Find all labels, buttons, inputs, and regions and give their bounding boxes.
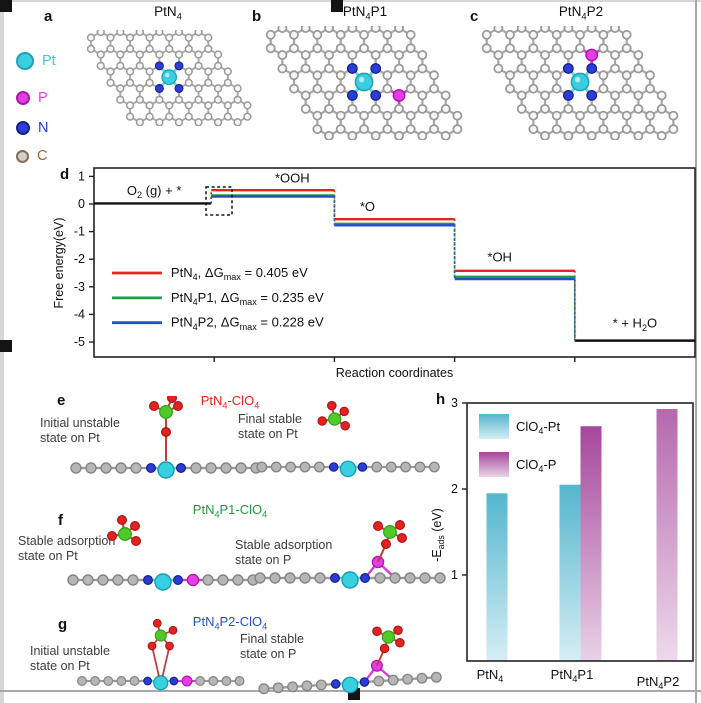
structure-ptn4p2-lattice [481, 26, 679, 140]
panel-f-right-caption: Stable adsorption state on P [235, 538, 333, 568]
legend-label-n: N [38, 120, 49, 136]
p-atom-icon [16, 91, 30, 105]
svg-text:2: 2 [451, 482, 458, 496]
svg-text:*O: *O [360, 199, 375, 214]
svg-text:-3: -3 [74, 280, 85, 294]
svg-text:Reaction coordinates: Reaction coordinates [336, 366, 453, 380]
adsorption-energy-bar-chart: 1 2 3 -Eads (eV) ClO4-Pt ClO4-P PtN4 PtN4P1 PtN4… [430, 396, 694, 691]
panel-f-left-caption: Stable adsorption state on Pt [18, 534, 116, 564]
panel-e-left-caption: Initial unstable state on Pt [40, 416, 120, 446]
panel-c-title: PtN4P2 [558, 4, 604, 23]
n-atom-icon [16, 121, 30, 135]
svg-text:-4: -4 [74, 307, 85, 321]
svg-text:1: 1 [78, 169, 85, 183]
legend-item-n: N [16, 120, 48, 136]
legend-item-p: P [16, 90, 48, 106]
svg-text:3: 3 [451, 396, 458, 410]
molecule-ptn4-clo4-final [256, 400, 440, 478]
panel-g-right-caption: Final stable state on P [240, 632, 304, 662]
panel-g-letter: g [58, 616, 68, 633]
pt-atom-icon [16, 52, 34, 70]
svg-text:*OH: *OH [487, 249, 512, 264]
molecule-ptn4p2-clo4-final [258, 625, 442, 695]
svg-text:PtN4P2: PtN4P2 [637, 674, 680, 691]
panel-g: g PtN4P2-ClO4 Initial unstable state on … [10, 604, 450, 703]
molecule-ptn4-clo4-initial [70, 396, 262, 479]
selection-handle-left-middle[interactable] [0, 340, 12, 352]
svg-text:1: 1 [451, 568, 458, 582]
svg-text:-2: -2 [74, 252, 85, 266]
panel-a-title: PtN4 [154, 4, 182, 23]
panel-f-title: PtN4P1-ClO4 [192, 502, 268, 520]
free-energy-diagram: 1 0 -1 -2 -3 -4 -5 Free energy(eV) Reaction coor… [52, 167, 696, 380]
svg-text:Free energy(eV): Free energy(eV) [52, 217, 66, 308]
legend-item-c: C [16, 148, 47, 164]
legend-label-c: C [37, 148, 48, 164]
svg-text:ClO4-P: ClO4-P [516, 457, 556, 474]
panel-b-letter: b [252, 8, 262, 25]
selection-border-right [695, 0, 697, 703]
panel-f-letter: f [58, 512, 63, 529]
svg-text:PtN4: PtN4 [477, 667, 504, 684]
c-atom-icon [16, 149, 29, 163]
panel-a-letter: a [44, 8, 53, 25]
molecule-ptn4p2-clo4-initial [77, 618, 245, 691]
panel-h-letter: h [436, 391, 446, 408]
svg-text:*OOH: *OOH [275, 170, 310, 185]
svg-text:PtN4P1: PtN4P1 [551, 667, 594, 684]
selection-handle-top-center[interactable] [331, 0, 343, 12]
panel-b-title: PtN4P1 [342, 4, 388, 23]
svg-text:PtN4P1, ΔGmax = 0.235 eV: PtN4P1, ΔGmax = 0.235 eV [171, 290, 324, 307]
molecule-ptn4p1-clo4-on-pt [67, 514, 259, 591]
structure-ptn4p1-lattice [265, 26, 463, 140]
panel-f: f PtN4P1-ClO4 Stable adsorption state on… [10, 494, 450, 604]
legend-item-pt: Pt [16, 52, 56, 70]
panel-e-title: PtN4-ClO4 [200, 393, 260, 411]
svg-text:PtN4, ΔGmax = 0.405 eV: PtN4, ΔGmax = 0.405 eV [171, 265, 308, 282]
svg-text:ClO4-Pt: ClO4-Pt [516, 419, 560, 436]
panel-e-right-caption: Final stable state on Pt [238, 412, 302, 442]
panel-g-title: PtN4P2-ClO4 [192, 614, 268, 632]
svg-text:PtN4P2, ΔGmax = 0.228 eV: PtN4P2, ΔGmax = 0.228 eV [171, 315, 324, 332]
panel-e-letter: e [57, 392, 66, 409]
svg-text:-Eads (eV): -Eads (eV) [430, 508, 446, 562]
svg-text:0: 0 [78, 197, 85, 211]
panel-e: e PtN4-ClO4 Initial unstable state on Pt… [10, 390, 450, 494]
selection-handle-top-left[interactable] [0, 0, 12, 12]
svg-text:-1: -1 [74, 225, 85, 239]
panel-c-letter: c [470, 8, 479, 25]
structure-ptn4-lattice [86, 30, 252, 126]
legend-label-pt: Pt [42, 53, 56, 69]
panel-g-left-caption: Initial unstable state on Pt [30, 644, 110, 674]
panel-d-letter: d [60, 166, 70, 183]
svg-text:O2 (g) + *: O2 (g) + * [127, 183, 182, 200]
molecule-ptn4p1-clo4-on-p [254, 520, 446, 589]
selection-border-top [0, 0, 701, 2]
legend-label-p: P [38, 90, 48, 106]
svg-text:* + H2O: * + H2O [613, 316, 657, 333]
svg-text:-5: -5 [74, 335, 85, 349]
